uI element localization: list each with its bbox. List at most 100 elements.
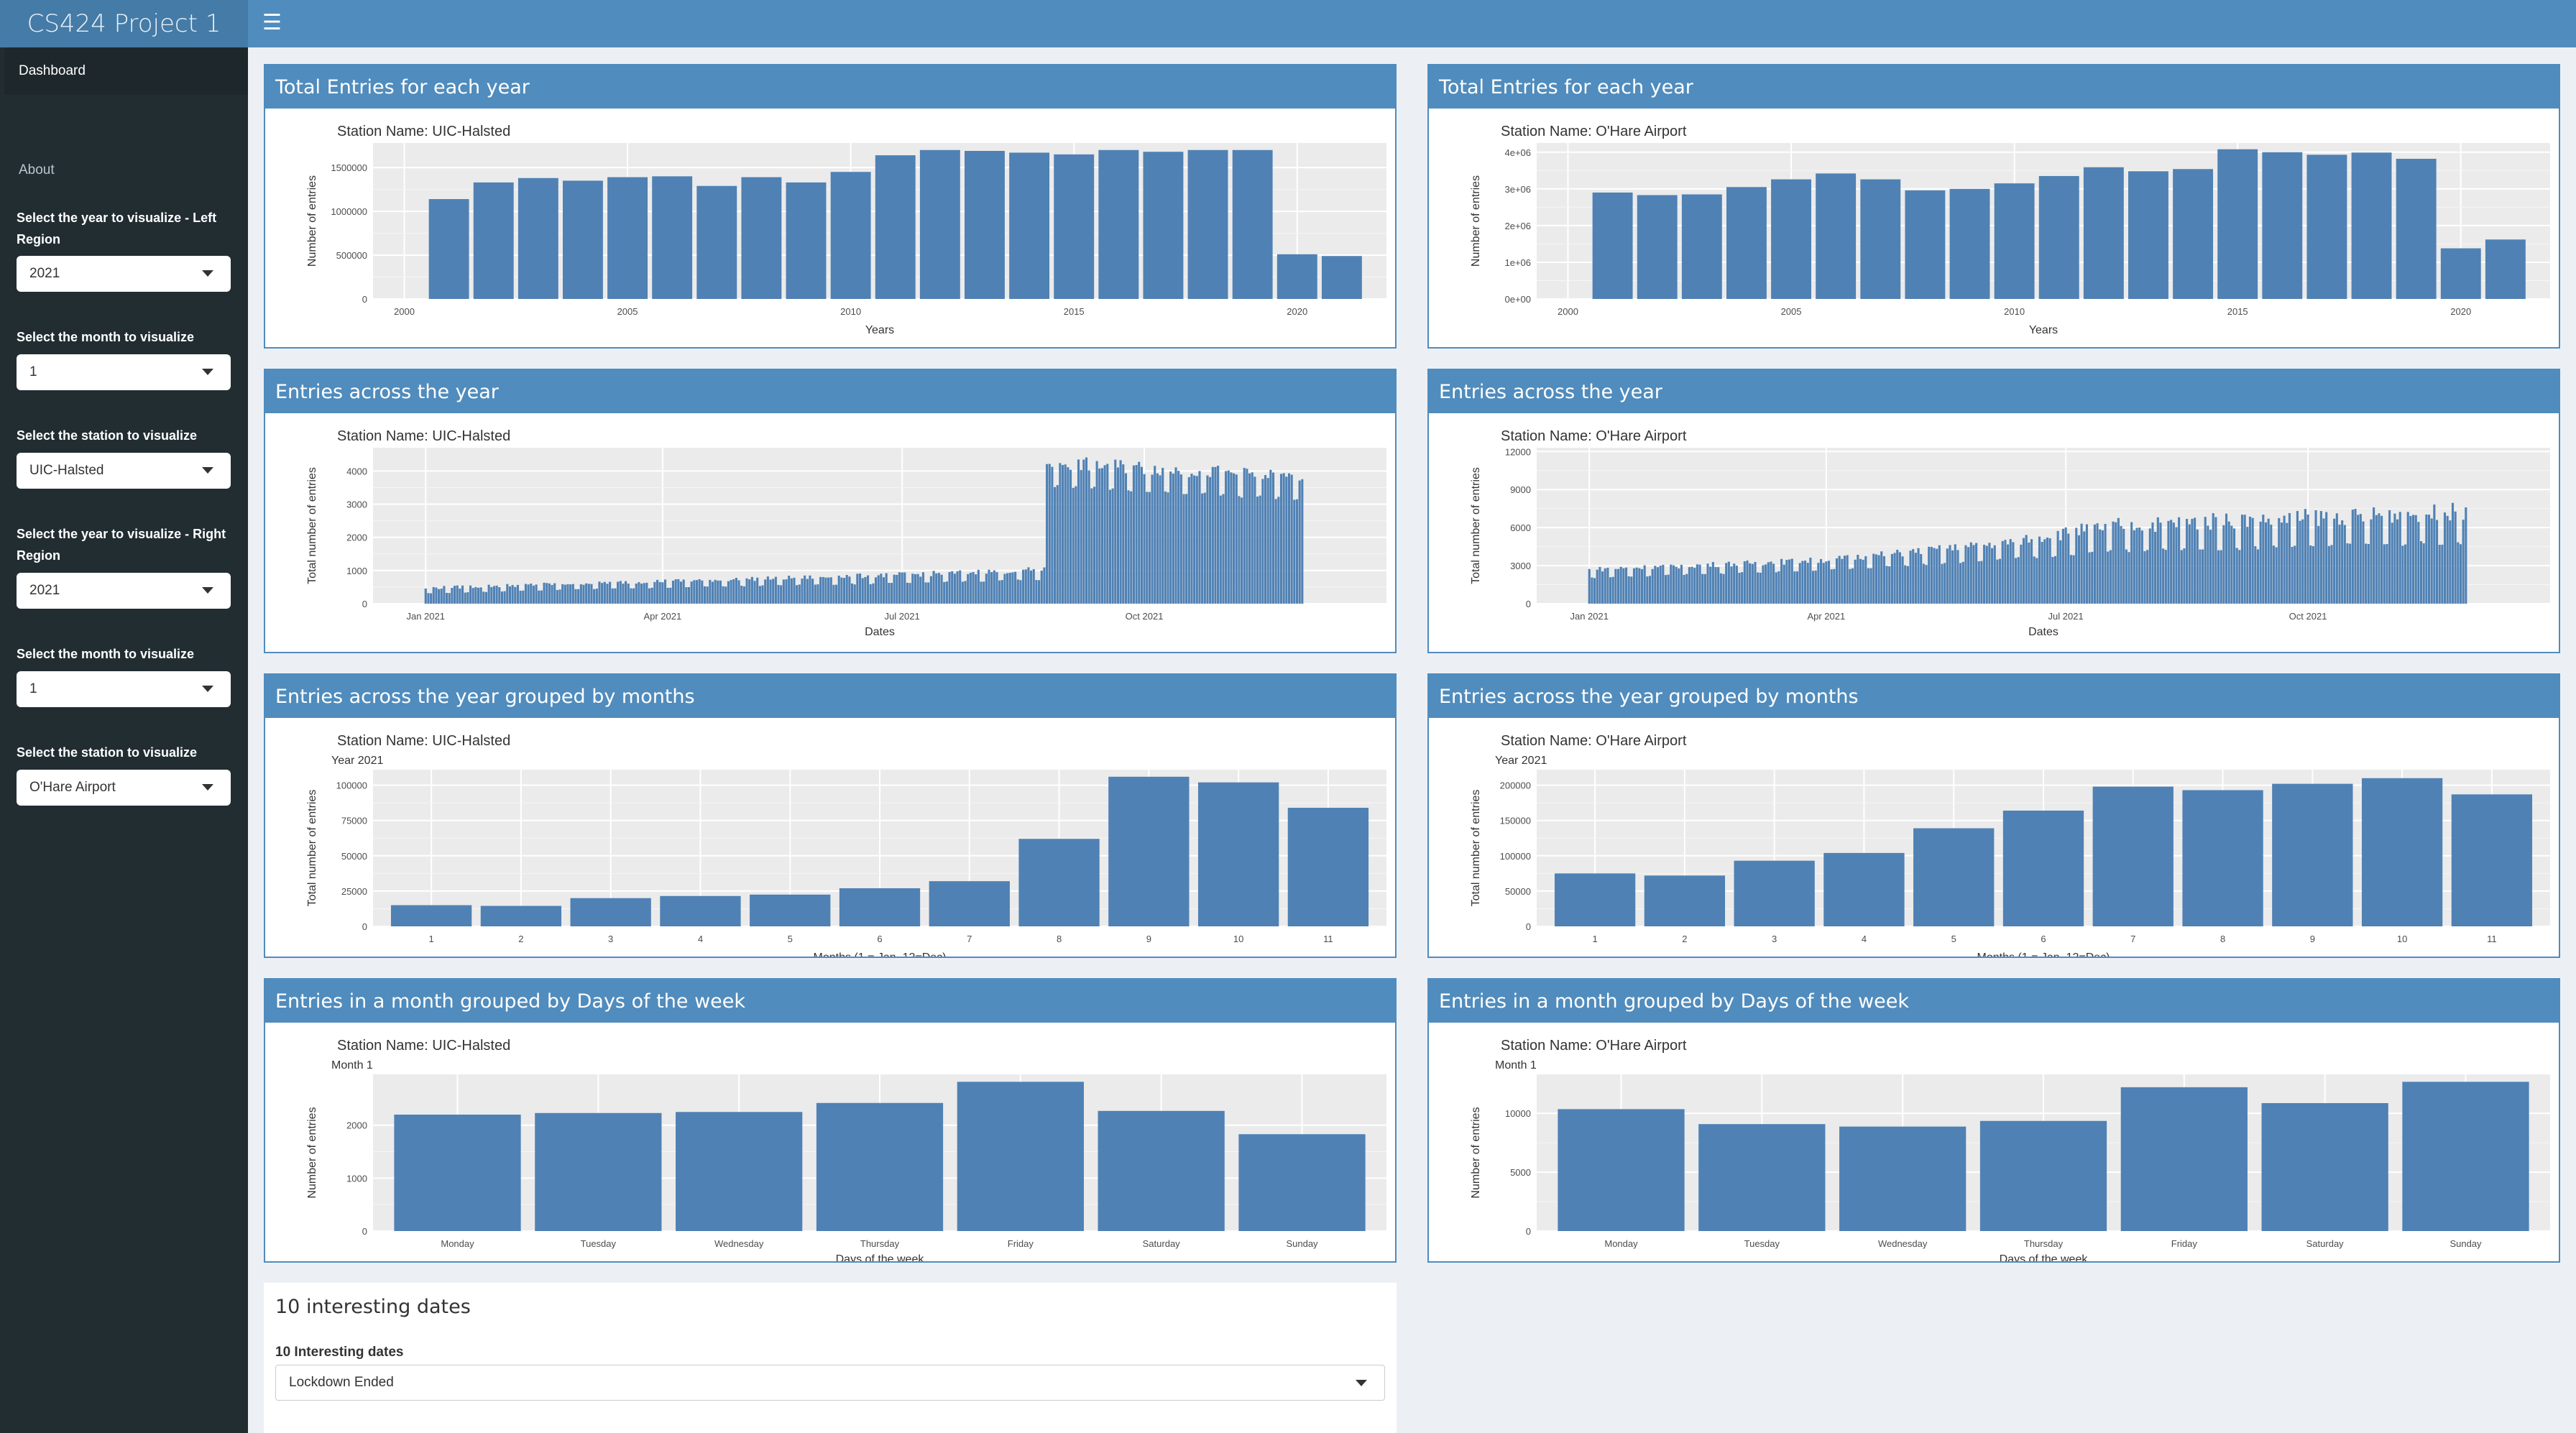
bar (1683, 574, 1685, 604)
chevron-down-icon (202, 686, 213, 692)
bar (937, 573, 940, 604)
bar (2299, 520, 2301, 604)
bar (1730, 566, 1733, 604)
bar (669, 587, 672, 604)
x-axis-label: Dates (865, 626, 895, 638)
y-axis-label: Total number of entries (306, 467, 318, 584)
bar (1685, 573, 1688, 604)
bar (1146, 492, 1149, 604)
bar (1938, 545, 1941, 604)
x-tick-label: Wednesday (714, 1238, 764, 1249)
bar (2194, 517, 2196, 604)
sidebar-item-dashboard[interactable]: Dashboard (0, 47, 248, 95)
bar (777, 584, 780, 604)
bar (2370, 519, 2373, 604)
y-tick-label: 1e+06 (1504, 257, 1531, 268)
bar (1980, 561, 1983, 604)
interesting-dates-select[interactable]: Lockdown Ended (275, 1365, 1385, 1401)
bar (1796, 571, 1799, 604)
bar (579, 584, 582, 604)
bar (919, 149, 960, 299)
bar (1640, 568, 1644, 604)
bar (2451, 502, 2455, 604)
bar (1051, 466, 1054, 604)
bar (2222, 525, 2225, 604)
bar (811, 579, 814, 604)
bar (1251, 472, 1254, 604)
y-tick-label: 2000 (346, 1120, 367, 1131)
bar (2378, 513, 2380, 604)
bar (943, 581, 946, 604)
left-year-select[interactable]: 2021 (17, 256, 231, 292)
right-year-select[interactable]: 2021 (17, 573, 231, 609)
y-tick-label: 0 (1526, 599, 1531, 609)
bar (1922, 563, 1925, 604)
y-axis-label: Number of entries (1470, 175, 1482, 267)
bar (1898, 552, 1901, 604)
bar (1893, 553, 1896, 604)
bar (2319, 511, 2322, 604)
bar (1859, 558, 1862, 604)
right-month-select[interactable]: 1 (17, 671, 231, 707)
left-station-select[interactable]: UIC-Halsted (17, 453, 231, 489)
bar (893, 574, 896, 604)
chevron-down-icon (202, 587, 213, 594)
bar (2128, 171, 2168, 299)
bar (1632, 568, 1636, 604)
bar (890, 583, 893, 604)
bar (1009, 152, 1050, 299)
bar (2406, 512, 2409, 604)
left-station-label: Select the station to visualize (17, 428, 198, 443)
bar (1722, 573, 1725, 604)
right-station-select[interactable]: O'Hare Airport (17, 770, 231, 806)
bar (2335, 513, 2338, 604)
bar (769, 579, 772, 604)
bar (1851, 568, 1854, 604)
bar (2272, 783, 2353, 926)
bar (2148, 528, 2151, 604)
bar (2220, 550, 2222, 604)
y-tick-label: 0e+00 (1504, 294, 1531, 305)
bar (1993, 545, 1996, 604)
hamburger-icon[interactable]: ☰ (262, 11, 282, 34)
bar (1611, 576, 1614, 604)
bar (1967, 547, 1970, 604)
y-tick-label: 3e+06 (1504, 184, 1531, 195)
bar (2156, 517, 2159, 604)
panel-title: 10 interesting dates (275, 1296, 471, 1318)
bar (1032, 568, 1035, 604)
bar (1601, 571, 1604, 604)
chart-title: Station Name: UIC-Halsted (337, 1038, 510, 1054)
bar (2322, 518, 2325, 604)
bar (2283, 515, 2286, 604)
bar (2088, 552, 2091, 604)
bar (2162, 548, 2165, 604)
bar (919, 576, 922, 604)
bar (2441, 544, 2444, 604)
bar (2159, 522, 2162, 604)
bar (2217, 550, 2220, 604)
bar (1243, 468, 1246, 604)
bar (480, 906, 562, 926)
bar (872, 583, 875, 604)
bar (2259, 521, 2262, 604)
x-tick-label: 1 (428, 934, 433, 944)
bar (2138, 527, 2141, 604)
bar (956, 571, 959, 604)
x-tick-label: Sunday (2450, 1238, 2482, 1249)
bar (1279, 474, 1283, 604)
bar (2383, 544, 2386, 604)
bar (1944, 563, 1946, 604)
bar (2414, 515, 2417, 604)
bar (1269, 469, 1272, 604)
sidebar-item-about[interactable]: About (19, 162, 55, 178)
bar (1061, 465, 1064, 604)
bar (577, 589, 580, 604)
bar (477, 587, 480, 604)
left-month-select[interactable]: 1 (17, 354, 231, 390)
y-tick-label: 9000 (1510, 484, 1531, 495)
bar (2075, 527, 2078, 604)
bar (571, 584, 574, 604)
bar (2485, 239, 2526, 299)
bar (1195, 476, 1198, 604)
